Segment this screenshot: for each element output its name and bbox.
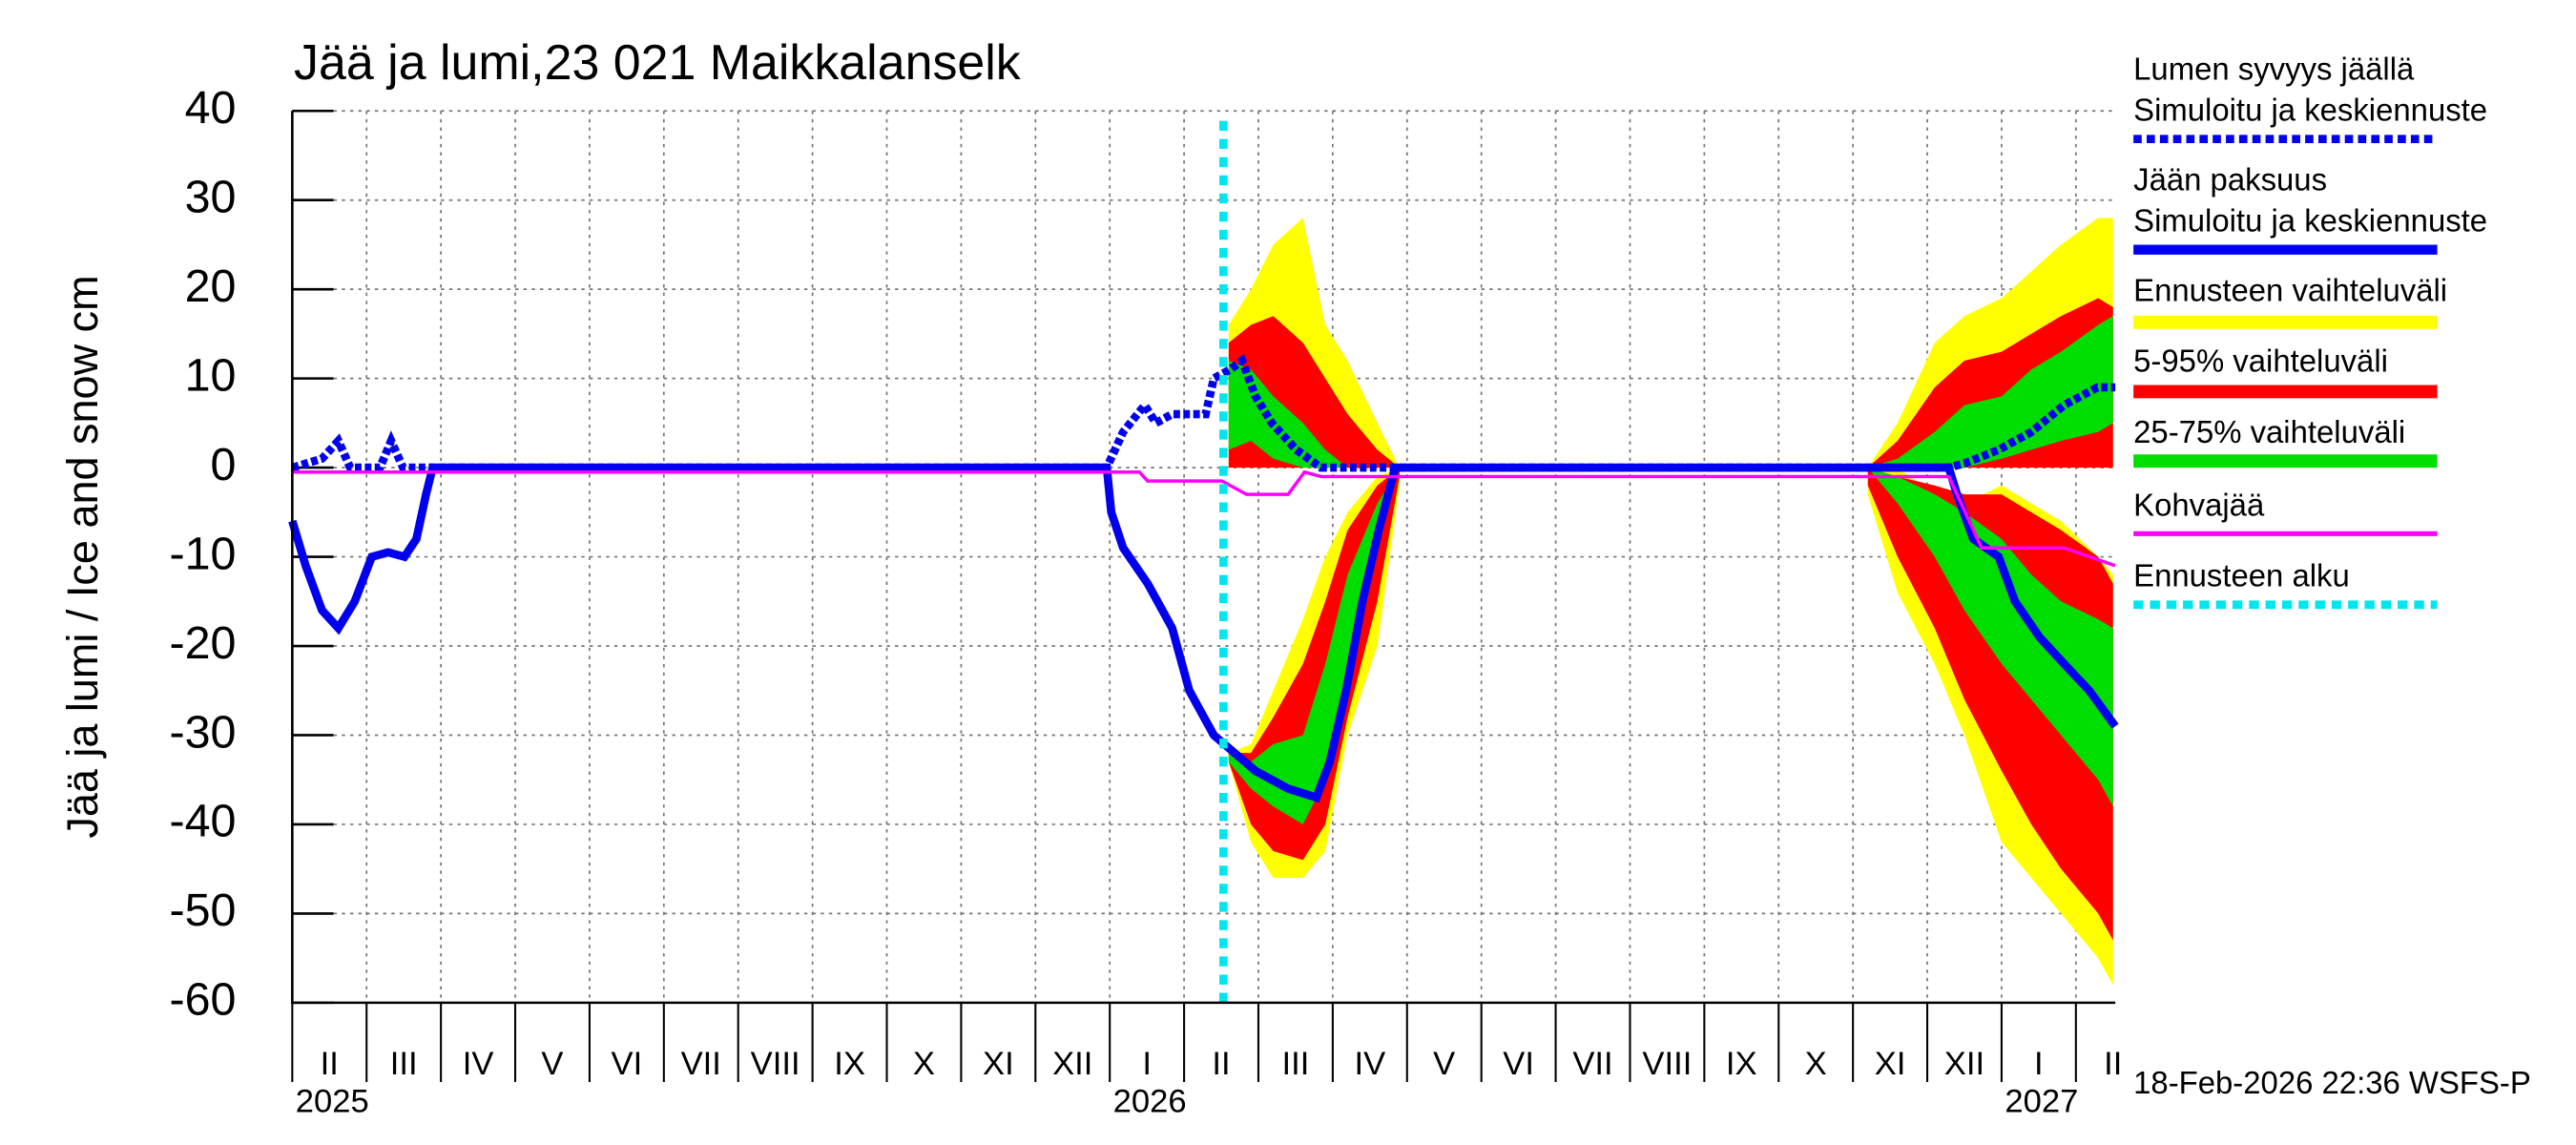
chart-title: Jää ja lumi,23 021 Maikkalanselk bbox=[294, 35, 1022, 91]
y-tick-label: 20 bbox=[185, 260, 237, 312]
y-axis-label: Jää ja lumi / Ice and snow cm bbox=[58, 275, 107, 838]
month-label: III bbox=[1282, 1046, 1310, 1082]
footer: 18-Feb-2026 22:36 WSFS-P bbox=[2133, 1065, 2531, 1100]
month-label: III bbox=[390, 1046, 418, 1082]
y-tick-label: 0 bbox=[211, 439, 237, 490]
axis-frame bbox=[291, 111, 2116, 1005]
band-area bbox=[1867, 468, 2113, 807]
legend-label: Ennusteen alku bbox=[2133, 558, 2350, 593]
year-label: 2025 bbox=[296, 1084, 369, 1120]
y-tick-label: -10 bbox=[169, 528, 236, 579]
y-tick-label: 30 bbox=[185, 172, 237, 223]
legend-label: Lumen syvyys jäällä bbox=[2133, 51, 2415, 86]
month-label: VI bbox=[1503, 1046, 1534, 1082]
legend-label: Ennusteen vaihteluväli bbox=[2133, 272, 2447, 307]
month-label: IX bbox=[1726, 1046, 1757, 1082]
month-label: IV bbox=[1354, 1046, 1385, 1082]
month-label: X bbox=[913, 1046, 935, 1082]
legend-label: Kohvajää bbox=[2133, 487, 2265, 522]
y-tick-label: -50 bbox=[169, 885, 236, 936]
y-tick-label: -60 bbox=[169, 974, 236, 1026]
year-label: 2027 bbox=[2005, 1084, 2078, 1120]
band-area bbox=[1867, 468, 2113, 941]
month-label: V bbox=[541, 1046, 563, 1082]
month-label: XII bbox=[1944, 1046, 1984, 1082]
month-label: X bbox=[1805, 1046, 1827, 1082]
month-label: II bbox=[2104, 1046, 2122, 1082]
year-label: 2026 bbox=[1113, 1084, 1187, 1120]
legend-label: Jään paksuus bbox=[2133, 161, 2327, 197]
y-tick-label: -20 bbox=[169, 617, 236, 669]
y-tick-label: -30 bbox=[169, 706, 236, 758]
legend-label: 5-95% vaihteluväli bbox=[2133, 344, 2388, 379]
legend-label: 25-75% vaihteluväli bbox=[2133, 414, 2405, 449]
month-label: I bbox=[1142, 1046, 1152, 1082]
month-label: VIII bbox=[1642, 1046, 1692, 1082]
month-label: XII bbox=[1052, 1046, 1092, 1082]
month-label: IV bbox=[463, 1046, 494, 1082]
legend-label: Simuloitu ja keskiennuste bbox=[2133, 203, 2487, 239]
series-line bbox=[291, 354, 2116, 472]
month-label: IX bbox=[834, 1046, 865, 1082]
month-label: V bbox=[1433, 1046, 1455, 1082]
band-area bbox=[1228, 468, 1400, 824]
month-label: VI bbox=[612, 1046, 643, 1082]
month-label: VII bbox=[1572, 1046, 1612, 1082]
y-tick-label: 10 bbox=[185, 349, 237, 401]
month-label: VII bbox=[681, 1046, 721, 1082]
month-label: XI bbox=[1875, 1046, 1906, 1082]
month-label: II bbox=[321, 1046, 339, 1082]
band-area bbox=[1867, 316, 2113, 468]
y-tick-label: 40 bbox=[185, 82, 237, 134]
month-label: XI bbox=[983, 1046, 1014, 1082]
y-tick-label: -40 bbox=[169, 796, 236, 847]
series-line bbox=[292, 469, 2116, 568]
series-line bbox=[288, 463, 2119, 803]
month-label: I bbox=[2034, 1046, 2044, 1082]
legend-label: Simuloitu ja keskiennuste bbox=[2133, 93, 2487, 128]
band-area bbox=[1228, 360, 1400, 468]
month-label: VIII bbox=[751, 1046, 800, 1082]
month-label: II bbox=[1212, 1046, 1230, 1082]
